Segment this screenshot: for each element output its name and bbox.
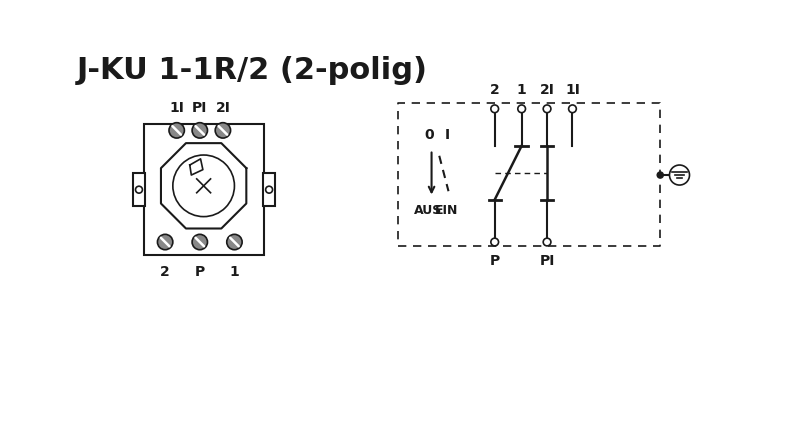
Bar — [263, 174, 275, 206]
Text: EIN: EIN — [435, 203, 458, 216]
Bar — [133, 174, 145, 206]
Text: 2I: 2I — [540, 83, 554, 96]
Text: 1I: 1I — [565, 83, 580, 96]
Circle shape — [543, 238, 551, 246]
Text: 1: 1 — [517, 83, 526, 96]
Bar — [144, 124, 264, 255]
Text: 1I: 1I — [170, 101, 184, 115]
Text: PI: PI — [192, 101, 207, 115]
Circle shape — [192, 234, 207, 250]
Text: PI: PI — [539, 254, 554, 268]
Circle shape — [569, 105, 576, 113]
Text: J-KU 1-1R/2 (2-polig): J-KU 1-1R/2 (2-polig) — [77, 56, 428, 85]
Circle shape — [192, 123, 207, 138]
Text: 1: 1 — [230, 265, 239, 279]
Circle shape — [135, 186, 142, 193]
Circle shape — [491, 238, 498, 246]
Circle shape — [657, 172, 663, 178]
Text: AUS: AUS — [414, 203, 442, 216]
Circle shape — [158, 234, 173, 250]
Polygon shape — [161, 143, 246, 229]
Circle shape — [169, 123, 184, 138]
Text: P: P — [194, 265, 205, 279]
Circle shape — [173, 155, 234, 216]
Circle shape — [491, 105, 498, 113]
Text: P: P — [490, 254, 500, 268]
Text: 2: 2 — [160, 265, 170, 279]
Circle shape — [226, 234, 242, 250]
Circle shape — [266, 186, 273, 193]
Text: 0: 0 — [425, 128, 434, 142]
Text: I: I — [444, 128, 450, 142]
Circle shape — [215, 123, 230, 138]
Circle shape — [518, 105, 526, 113]
Text: 2I: 2I — [215, 101, 230, 115]
Circle shape — [670, 165, 690, 185]
Circle shape — [543, 105, 551, 113]
Text: 2: 2 — [490, 83, 499, 96]
